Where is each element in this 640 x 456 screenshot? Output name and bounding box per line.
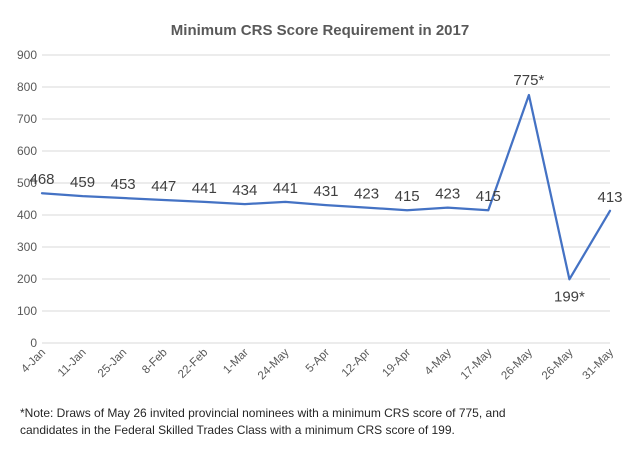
y-tick-label: 500	[17, 176, 37, 190]
x-tick-label: 1-Mar	[221, 347, 251, 377]
x-tick-label: 11-Jan	[56, 347, 89, 380]
y-tick-label: 400	[17, 208, 37, 222]
x-tick-label: 4-Jan	[19, 347, 48, 376]
data-label: 453	[111, 176, 136, 193]
data-label: 423	[354, 186, 379, 203]
x-tick-label: 25-Jan	[96, 347, 129, 380]
x-axis-ticks: 4-Jan 11-Jan 25-Jan 8-Feb 22-Feb 1-Mar 24-May 5…	[19, 346, 616, 382]
data-label: 775*	[513, 72, 544, 89]
y-tick-label: 200	[17, 272, 37, 286]
footnote-line-2: candidates in the Federal Skilled Trades…	[20, 423, 455, 437]
data-label: 441	[192, 180, 217, 197]
y-tick-label: 700	[17, 112, 37, 126]
data-label: 468	[29, 171, 54, 188]
data-label: 459	[70, 174, 95, 191]
data-label: 423	[435, 186, 460, 203]
x-tick-label: 19-Apr	[380, 347, 413, 380]
line-chart: Minimum CRS Score Requirement in 2017 0 1…	[17, 22, 623, 382]
x-tick-label: 4-May	[423, 346, 454, 377]
data-label: 441	[273, 180, 298, 197]
y-tick-label: 800	[17, 80, 37, 94]
y-tick-label: 900	[17, 48, 37, 62]
data-label: 431	[313, 183, 338, 200]
series-line	[40, 93, 612, 281]
x-tick-label: 26-May	[540, 346, 576, 382]
data-label: 434	[232, 182, 257, 199]
x-tick-label: 5-Apr	[304, 347, 332, 375]
y-tick-label: 300	[17, 240, 37, 254]
x-tick-label: 31-May	[581, 346, 617, 382]
data-label: 415	[395, 188, 420, 205]
gridlines	[42, 54, 610, 344]
data-label: 413	[597, 189, 622, 206]
x-tick-label: 12-Apr	[340, 347, 373, 380]
data-label: 415	[476, 188, 501, 205]
x-tick-label: 8-Feb	[140, 347, 170, 377]
data-labels: 468 459 453 447 441 434 441 431 423 415 423 415 775*…	[29, 72, 622, 305]
x-tick-label: 22-Feb	[176, 347, 210, 381]
data-label: 199*	[554, 288, 585, 305]
footnote: *Note: Draws of May 26 invited provincia…	[20, 405, 630, 439]
x-tick-label: 17-May	[459, 346, 495, 382]
y-tick-label: 600	[17, 144, 37, 158]
y-tick-label: 0	[30, 336, 37, 350]
data-label: 447	[151, 178, 176, 195]
series-line-group	[40, 93, 612, 281]
x-tick-label: 24-May	[256, 346, 292, 382]
y-tick-label: 100	[17, 304, 37, 318]
footnote-line-1: *Note: Draws of May 26 invited provincia…	[20, 406, 506, 420]
chart-title: Minimum CRS Score Requirement in 2017	[171, 22, 469, 39]
x-tick-label: 26-May	[499, 346, 535, 382]
y-axis-ticks: 0 100 200 300 400 500 600 700 800 900	[17, 48, 37, 350]
